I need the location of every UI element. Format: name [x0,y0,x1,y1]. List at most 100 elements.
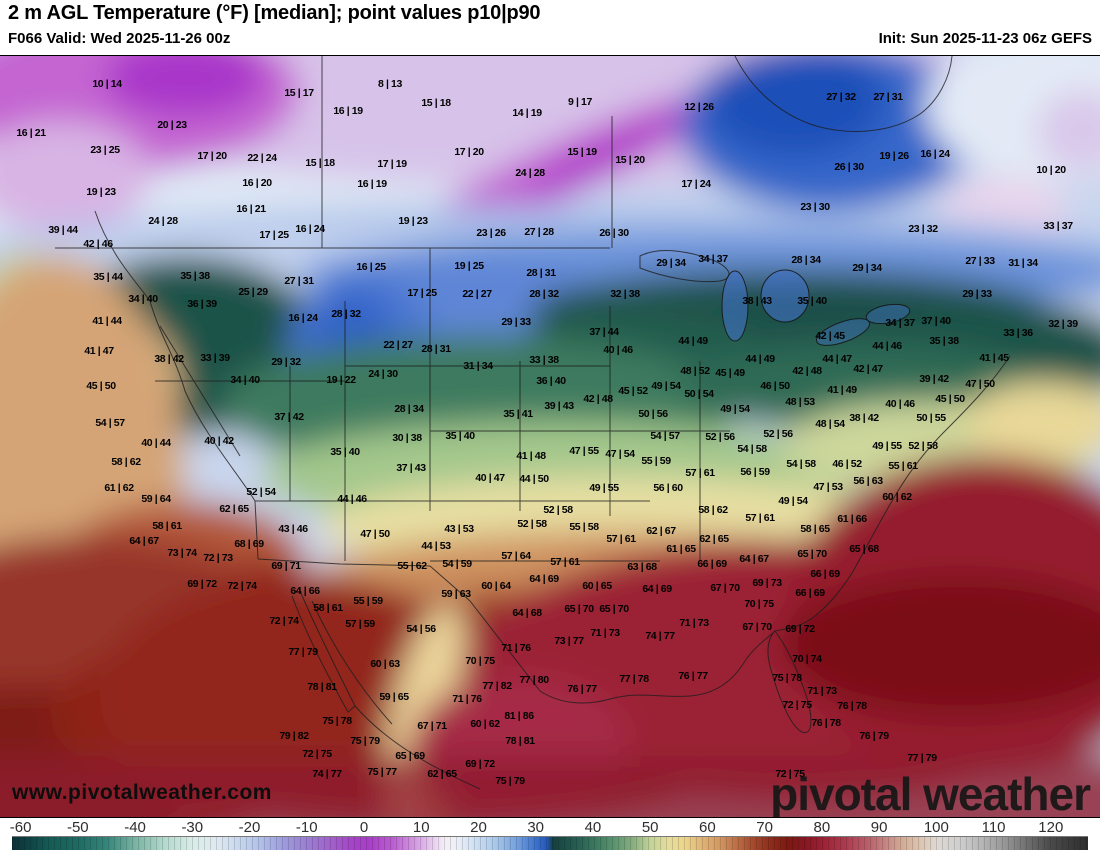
point-value: 36 | 39 [187,298,217,310]
point-value: 15 | 20 [615,154,645,166]
time-row: F066 Valid: Wed 2025-11-26 00z Init: Sun… [0,28,1100,50]
point-value: 16 | 25 [356,261,386,273]
point-value: 48 | 52 [680,365,710,377]
point-value: 70 | 75 [744,598,774,610]
point-value: 67 | 71 [417,720,447,732]
point-value: 56 | 63 [853,475,883,487]
point-value: 49 | 54 [651,380,681,392]
point-value: 46 | 50 [760,380,790,392]
point-value: 59 | 65 [379,691,409,703]
point-value: 37 | 43 [396,462,426,474]
point-value: 37 | 42 [274,411,304,423]
point-value: 44 | 49 [745,353,775,365]
point-value: 73 | 77 [554,635,584,647]
point-value: 61 | 62 [104,482,134,494]
point-value: 74 | 77 [645,630,675,642]
point-value: 74 | 77 [312,768,342,780]
point-value: 72 | 74 [227,580,257,592]
point-value: 42 | 48 [583,393,613,405]
point-value: 42 | 45 [815,330,845,342]
point-value: 47 | 54 [605,448,635,460]
point-value: 10 | 14 [92,78,122,90]
point-value: 35 | 44 [93,271,123,283]
point-value: 44 | 47 [822,353,852,365]
point-value: 15 | 18 [421,97,451,109]
point-value: 55 | 58 [569,521,599,533]
point-layer: 10 | 14 15 | 17 16 | 19 20 | 23 16 | 21 23 | … [0,56,1100,817]
point-value: 31 | 34 [463,360,493,372]
point-value: 47 | 50 [360,528,390,540]
point-value: 60 | 65 [582,580,612,592]
point-value: 40 | 46 [603,344,633,356]
point-value: 16 | 21 [16,127,46,139]
point-value: 49 | 54 [778,495,808,507]
point-value: 69 | 72 [187,578,217,590]
point-value: 72 | 73 [203,552,233,564]
point-value: 72 | 75 [302,748,332,760]
point-value: 76 | 79 [859,730,889,742]
point-value: 77 | 79 [907,752,937,764]
point-value: 32 | 39 [1048,318,1078,330]
point-value: 68 | 69 [234,538,264,550]
point-value: 17 | 19 [377,158,407,170]
point-value: 64 | 69 [642,583,672,595]
point-value: 28 | 32 [331,308,361,320]
point-value: 57 | 61 [745,512,775,524]
colorbar-tick: -20 [238,819,261,836]
point-value: 65 | 68 [849,543,879,555]
point-value: 24 | 28 [148,215,178,227]
point-value: 15 | 18 [305,157,335,169]
point-value: 57 | 61 [606,533,636,545]
point-value: 32 | 38 [610,288,640,300]
point-value: 81 | 86 [504,710,534,722]
point-value: 59 | 63 [441,588,471,600]
colorbar-tick: 20 [470,819,487,836]
point-value: 77 | 79 [288,646,318,658]
point-value: 59 | 64 [141,493,171,505]
point-value: 20 | 23 [157,119,187,131]
point-value: 19 | 26 [879,150,909,162]
colorbar-tick: -10 [295,819,318,836]
point-value: 54 | 58 [786,458,816,470]
header: 2 m AGL Temperature (°F) [median]; point… [0,0,1100,55]
point-value: 79 | 82 [279,730,309,742]
point-value: 16 | 24 [288,312,318,324]
point-value: 50 | 55 [916,412,946,424]
colorbar-tick: 30 [527,819,545,836]
point-value: 17 | 25 [259,229,289,241]
point-value: 54 | 56 [406,623,436,635]
point-value: 40 | 44 [141,437,171,449]
point-value: 34 | 37 [885,317,915,329]
point-value: 22 | 27 [383,339,413,351]
point-value: 42 | 48 [792,365,822,377]
point-value: 17 | 25 [407,287,437,299]
point-value: 27 | 28 [524,226,554,238]
point-value: 35 | 41 [503,408,533,420]
point-value: 62 | 65 [427,768,457,780]
point-value: 73 | 74 [167,547,197,559]
point-value: 52 | 56 [763,428,793,440]
point-value: 52 | 58 [543,504,573,516]
point-value: 49 | 55 [589,482,619,494]
colorbar-ticks: -60 -50 -40 -30 -20 -10 0 10 20 30 40 50 60 70 80 90 100… [0,818,1100,836]
point-value: 46 | 52 [832,458,862,470]
point-value: 28 | 34 [791,254,821,266]
point-value: 49 | 54 [720,403,750,415]
point-value: 48 | 53 [785,396,815,408]
point-value: 24 | 30 [368,368,398,380]
point-value: 38 | 42 [154,353,184,365]
point-value: 66 | 69 [795,587,825,599]
point-value: 19 | 23 [398,215,428,227]
point-value: 14 | 19 [512,107,542,119]
point-value: 35 | 40 [330,446,360,458]
point-value: 77 | 80 [519,674,549,686]
point-value: 38 | 43 [742,295,772,307]
point-value: 34 | 37 [698,253,728,265]
point-value: 45 | 52 [618,385,648,397]
point-value: 44 | 49 [678,335,708,347]
point-value: 69 | 72 [785,623,815,635]
point-value: 15 | 19 [567,146,597,158]
point-value: 70 | 74 [792,653,822,665]
point-value: 31 | 34 [1008,257,1038,269]
point-value: 9 | 17 [568,96,592,108]
